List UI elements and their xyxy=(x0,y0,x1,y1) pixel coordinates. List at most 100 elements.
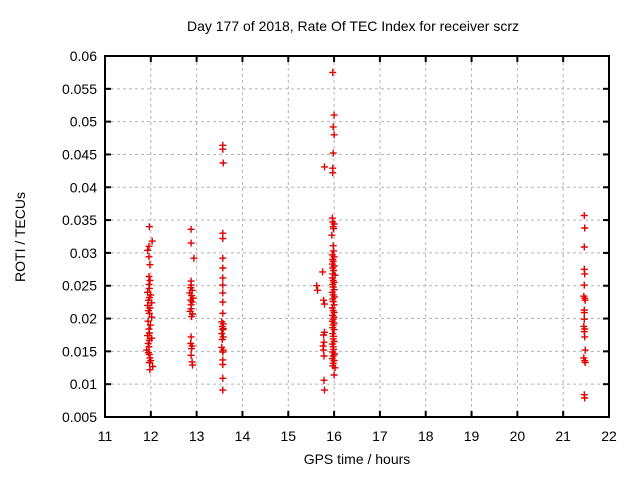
y-tick-label: 0.035 xyxy=(62,212,97,228)
data-point-marker xyxy=(329,68,337,76)
data-point-marker xyxy=(148,313,156,321)
data-point-marker xyxy=(581,224,589,232)
data-point-marker xyxy=(219,235,227,242)
data-point-marker xyxy=(581,394,589,402)
data-point-marker xyxy=(145,309,153,317)
y-tick-label: 0.01 xyxy=(70,376,97,392)
data-point-marker xyxy=(328,231,336,239)
data-point-marker xyxy=(330,267,338,275)
data-point-marker xyxy=(329,123,337,131)
y-tick-label: 0.03 xyxy=(70,245,97,261)
chart-title: Day 177 of 2018, Rate Of TEC Index for r… xyxy=(187,18,519,34)
data-point-marker xyxy=(581,346,589,354)
data-point-marker xyxy=(219,386,227,394)
data-point-marker xyxy=(146,366,154,374)
data-point-marker xyxy=(320,296,328,304)
x-tick-label: 21 xyxy=(555,428,571,444)
data-point-marker xyxy=(148,299,156,307)
data-point-marker xyxy=(219,264,227,272)
data-point-marker xyxy=(145,284,153,292)
data-point-marker xyxy=(330,225,338,233)
grid-lines xyxy=(105,56,609,417)
y-tick-label: 0.055 xyxy=(62,81,97,97)
data-point-marker xyxy=(219,274,227,282)
data-point-marker xyxy=(219,159,227,167)
data-points xyxy=(143,68,589,402)
data-point-marker xyxy=(218,330,226,338)
data-point-marker xyxy=(188,313,196,321)
y-tick-label: 0.04 xyxy=(70,179,97,195)
data-point-marker xyxy=(145,359,153,366)
data-point-marker xyxy=(321,163,328,171)
data-point-marker xyxy=(329,149,337,157)
data-point-marker xyxy=(330,371,338,379)
data-point-marker xyxy=(144,317,152,325)
x-tick-label: 22 xyxy=(601,428,617,444)
data-point-marker xyxy=(146,277,154,284)
data-point-marker xyxy=(146,261,154,269)
data-point-marker xyxy=(146,321,154,329)
data-point-marker xyxy=(145,242,153,250)
data-point-marker xyxy=(219,361,227,368)
data-point-marker xyxy=(145,273,153,280)
data-point-marker xyxy=(145,253,153,261)
data-point-marker xyxy=(580,309,588,317)
data-point-marker xyxy=(219,326,227,334)
x-tick-label: 20 xyxy=(510,428,526,444)
data-point-marker xyxy=(187,351,195,359)
data-point-marker xyxy=(219,348,227,356)
data-point-marker xyxy=(219,374,227,382)
data-point-marker xyxy=(190,254,198,262)
data-point-marker xyxy=(580,243,588,251)
data-point-marker xyxy=(145,336,153,344)
data-point-marker xyxy=(329,169,337,177)
data-point-marker xyxy=(219,281,227,289)
data-point-marker xyxy=(219,309,227,317)
data-point-marker xyxy=(313,282,321,290)
data-point-marker xyxy=(219,145,227,153)
x-tick-label: 11 xyxy=(98,428,113,444)
x-tick-label: 17 xyxy=(372,428,388,444)
data-point-marker xyxy=(321,386,328,394)
data-point-marker xyxy=(329,298,337,305)
y-tick-label: 0.05 xyxy=(70,114,97,130)
data-point-marker xyxy=(330,111,338,119)
data-point-marker xyxy=(188,345,196,353)
data-point-marker xyxy=(314,286,322,294)
data-point-marker xyxy=(320,376,328,384)
data-point-marker xyxy=(320,346,328,354)
data-point-marker xyxy=(187,239,195,247)
x-tick-label: 13 xyxy=(189,428,205,444)
data-point-marker xyxy=(580,315,588,323)
data-point-marker xyxy=(330,131,338,139)
data-point-marker xyxy=(581,359,589,366)
x-tick-label: 19 xyxy=(464,428,480,444)
tick-labels: 11 12 13 14 15 16 17 18 19 20 21 22 0.005 0.01 0.015 0.… xyxy=(62,48,617,444)
data-point-marker xyxy=(320,352,328,360)
data-point-marker xyxy=(581,270,589,278)
x-tick-label: 16 xyxy=(326,428,342,444)
x-tick-label: 14 xyxy=(235,428,251,444)
y-tick-label: 0.06 xyxy=(70,48,97,64)
data-point-marker xyxy=(187,333,195,341)
data-point-marker xyxy=(330,247,338,255)
y-tick-label: 0.02 xyxy=(70,311,97,327)
data-point-marker xyxy=(581,333,589,341)
y-tick-label: 0.005 xyxy=(62,409,97,425)
x-tick-label: 15 xyxy=(280,428,296,444)
data-point-marker xyxy=(331,364,339,372)
x-axis-label: GPS time / hours xyxy=(304,451,411,467)
y-tick-label: 0.015 xyxy=(62,343,97,359)
data-point-marker xyxy=(320,331,328,339)
data-point-marker xyxy=(187,225,195,233)
data-point-marker xyxy=(219,289,227,297)
data-point-marker xyxy=(321,300,328,308)
data-point-marker xyxy=(320,338,328,346)
data-point-marker xyxy=(330,326,338,334)
y-tick-label: 0.025 xyxy=(62,278,97,294)
data-point-marker xyxy=(144,332,152,340)
data-point-marker xyxy=(580,281,588,289)
axis-ticks xyxy=(104,55,610,418)
